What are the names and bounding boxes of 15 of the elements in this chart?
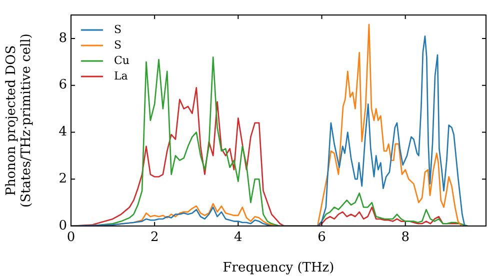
legend-label: Cu <box>114 54 130 67</box>
y-tick-label: 6 <box>58 78 67 93</box>
x-axis-title: Frequency (THz) <box>222 260 334 276</box>
x-tick-label: 4 <box>234 230 242 246</box>
x-tick-label: 6 <box>318 230 326 246</box>
y-tick-label: 8 <box>58 30 67 46</box>
y-tick-label: 0 <box>58 218 67 234</box>
legend-label: La <box>114 69 128 82</box>
y-tick-label: 2 <box>58 171 67 186</box>
legend-label: S <box>114 22 122 36</box>
y-axis-title: Phonon projected DOS (States/THz·primitive cell) <box>4 33 34 208</box>
x-tick-label: 8 <box>401 230 410 246</box>
x-tick-label: 2 <box>150 230 159 246</box>
legend-label: S <box>114 38 122 52</box>
y-tick-label: 4 <box>58 124 67 140</box>
